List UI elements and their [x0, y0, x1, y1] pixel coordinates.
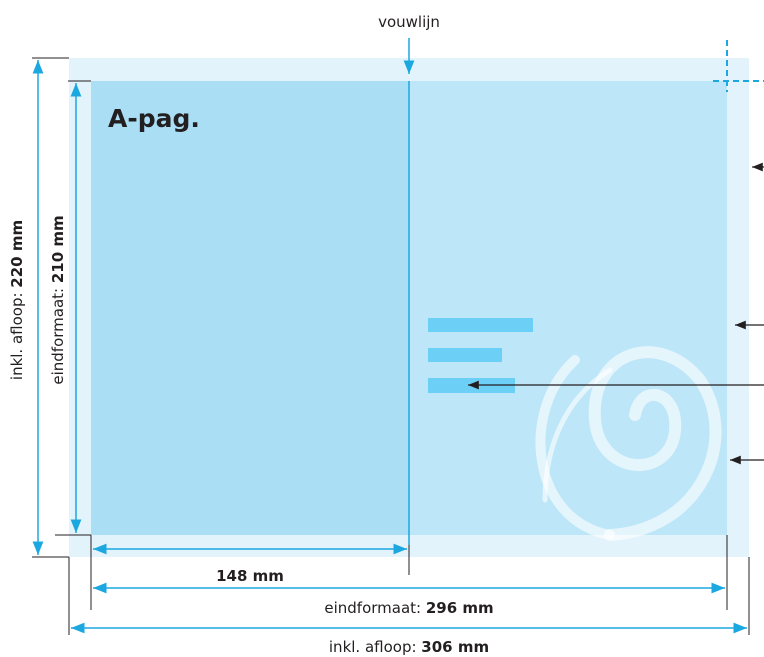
label-part: 220 mm: [8, 220, 26, 288]
fold-label: vouwlijn: [378, 13, 440, 31]
label-part: 296 mm: [426, 599, 494, 617]
left-page: [91, 81, 409, 535]
dimension-line: [32, 60, 747, 634]
swirl: [535, 346, 722, 541]
label-part: eindformaat:: [49, 283, 67, 384]
extension-line: [32, 57, 750, 635]
height-trim-label: eindformaat: 210 mm: [49, 215, 67, 384]
width-trim-label: eindformaat: 296 mm: [324, 599, 493, 617]
label-part: eindformaat:: [324, 599, 425, 617]
label-part: inkl. afloop:: [329, 638, 421, 656]
crop-mark: [713, 40, 764, 92]
right-page: [409, 81, 727, 535]
page-label: A-pag.: [108, 104, 200, 133]
label-part: 306 mm: [421, 638, 489, 656]
height-bleed-label: inkl. afloop: 220 mm: [8, 220, 26, 380]
text-bar: [428, 348, 502, 362]
label-part: 210 mm: [49, 215, 67, 283]
label-part: inkl. afloop:: [8, 288, 26, 380]
width-bleed-label: inkl. afloop: 306 mm: [329, 638, 489, 656]
half-width-label: 148 mm: [216, 567, 284, 585]
text-bar: [428, 318, 533, 332]
pointer-arrow: [468, 162, 764, 465]
